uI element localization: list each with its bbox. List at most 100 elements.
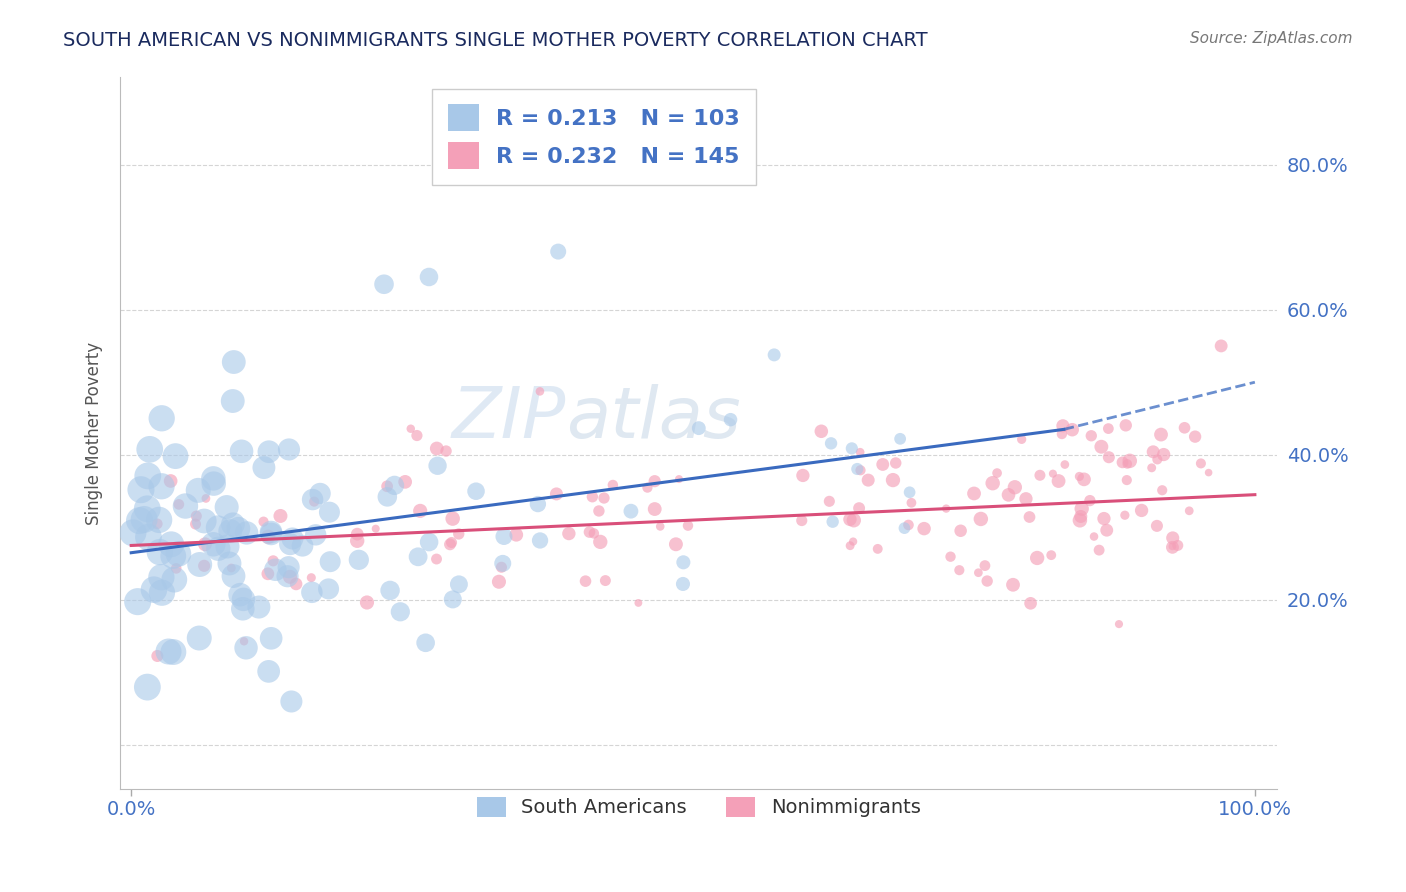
Point bbox=[418, 535, 440, 549]
Point bbox=[356, 595, 378, 609]
Point bbox=[839, 512, 862, 526]
Point bbox=[505, 528, 527, 542]
Point bbox=[792, 468, 814, 483]
Point bbox=[1150, 427, 1173, 442]
Point bbox=[1090, 440, 1112, 454]
Point bbox=[818, 494, 841, 508]
Point bbox=[842, 534, 865, 549]
Point bbox=[409, 504, 432, 518]
Point bbox=[425, 552, 447, 566]
Point bbox=[187, 483, 209, 498]
Point bbox=[1108, 617, 1130, 632]
Point bbox=[194, 491, 217, 506]
Point bbox=[136, 469, 159, 483]
Point bbox=[1153, 448, 1175, 462]
Text: atlas: atlas bbox=[565, 384, 740, 453]
Point bbox=[820, 436, 842, 450]
Point bbox=[1116, 457, 1139, 471]
Point bbox=[1062, 423, 1084, 437]
Point bbox=[218, 557, 240, 571]
Point bbox=[602, 478, 624, 492]
Point bbox=[127, 594, 149, 608]
Point bbox=[849, 445, 872, 459]
Point bbox=[1083, 529, 1105, 543]
Point bbox=[138, 530, 160, 544]
Point bbox=[257, 530, 280, 544]
Point bbox=[1152, 483, 1174, 498]
Point bbox=[488, 574, 510, 589]
Point bbox=[672, 555, 695, 569]
Point bbox=[221, 561, 243, 575]
Point bbox=[318, 582, 340, 596]
Point bbox=[688, 421, 710, 435]
Point bbox=[194, 537, 217, 551]
Point bbox=[128, 514, 150, 528]
Point bbox=[842, 513, 865, 527]
Point bbox=[595, 574, 617, 588]
Point bbox=[207, 541, 229, 556]
Point bbox=[967, 566, 990, 580]
Point bbox=[440, 535, 463, 549]
Point bbox=[578, 524, 600, 539]
Point bbox=[165, 561, 187, 575]
Y-axis label: Single Mother Poverty: Single Mother Poverty bbox=[86, 342, 103, 524]
Text: ZIP: ZIP bbox=[451, 384, 565, 453]
Point bbox=[346, 527, 368, 541]
Point bbox=[849, 463, 872, 477]
Point bbox=[1189, 457, 1212, 471]
Point bbox=[150, 479, 173, 493]
Point bbox=[262, 554, 284, 568]
Point bbox=[1069, 469, 1091, 483]
Point bbox=[222, 569, 245, 583]
Point bbox=[235, 640, 257, 655]
Point bbox=[277, 560, 299, 574]
Point bbox=[277, 569, 299, 583]
Point bbox=[269, 508, 291, 523]
Point bbox=[232, 592, 254, 607]
Point bbox=[839, 539, 862, 553]
Point bbox=[676, 518, 699, 533]
Point bbox=[232, 601, 254, 615]
Point bbox=[1115, 473, 1137, 487]
Point bbox=[939, 549, 962, 564]
Point bbox=[866, 541, 889, 556]
Point bbox=[301, 492, 323, 507]
Point bbox=[1173, 421, 1195, 435]
Text: SOUTH AMERICAN VS NONIMMIGRANTS SINGLE MOTHER POVERTY CORRELATION CHART: SOUTH AMERICAN VS NONIMMIGRANTS SINGLE M… bbox=[63, 31, 928, 50]
Point bbox=[581, 490, 603, 504]
Point bbox=[434, 444, 457, 458]
Point bbox=[589, 534, 612, 549]
Point bbox=[219, 524, 242, 538]
Point bbox=[810, 424, 832, 438]
Point bbox=[291, 539, 314, 553]
Point bbox=[162, 549, 184, 563]
Point bbox=[399, 422, 422, 436]
Point bbox=[1026, 551, 1049, 566]
Point bbox=[228, 522, 250, 536]
Point bbox=[1097, 421, 1119, 435]
Point bbox=[1047, 474, 1070, 488]
Point bbox=[231, 444, 253, 458]
Point bbox=[1015, 491, 1038, 506]
Point bbox=[1078, 493, 1101, 508]
Point bbox=[129, 483, 152, 497]
Point bbox=[1161, 531, 1184, 545]
Point bbox=[426, 442, 449, 456]
Point bbox=[257, 665, 280, 679]
Point bbox=[1140, 460, 1163, 475]
Point bbox=[235, 525, 257, 540]
Point bbox=[974, 558, 997, 573]
Point bbox=[856, 473, 879, 487]
Point bbox=[1114, 508, 1136, 523]
Point bbox=[912, 522, 935, 536]
Point bbox=[893, 521, 915, 535]
Point bbox=[1029, 468, 1052, 483]
Point bbox=[1161, 541, 1184, 555]
Point bbox=[1073, 472, 1095, 486]
Point bbox=[1040, 548, 1063, 562]
Point bbox=[821, 515, 844, 529]
Point bbox=[278, 537, 301, 551]
Point bbox=[346, 533, 368, 548]
Point bbox=[889, 432, 911, 446]
Point bbox=[976, 574, 998, 588]
